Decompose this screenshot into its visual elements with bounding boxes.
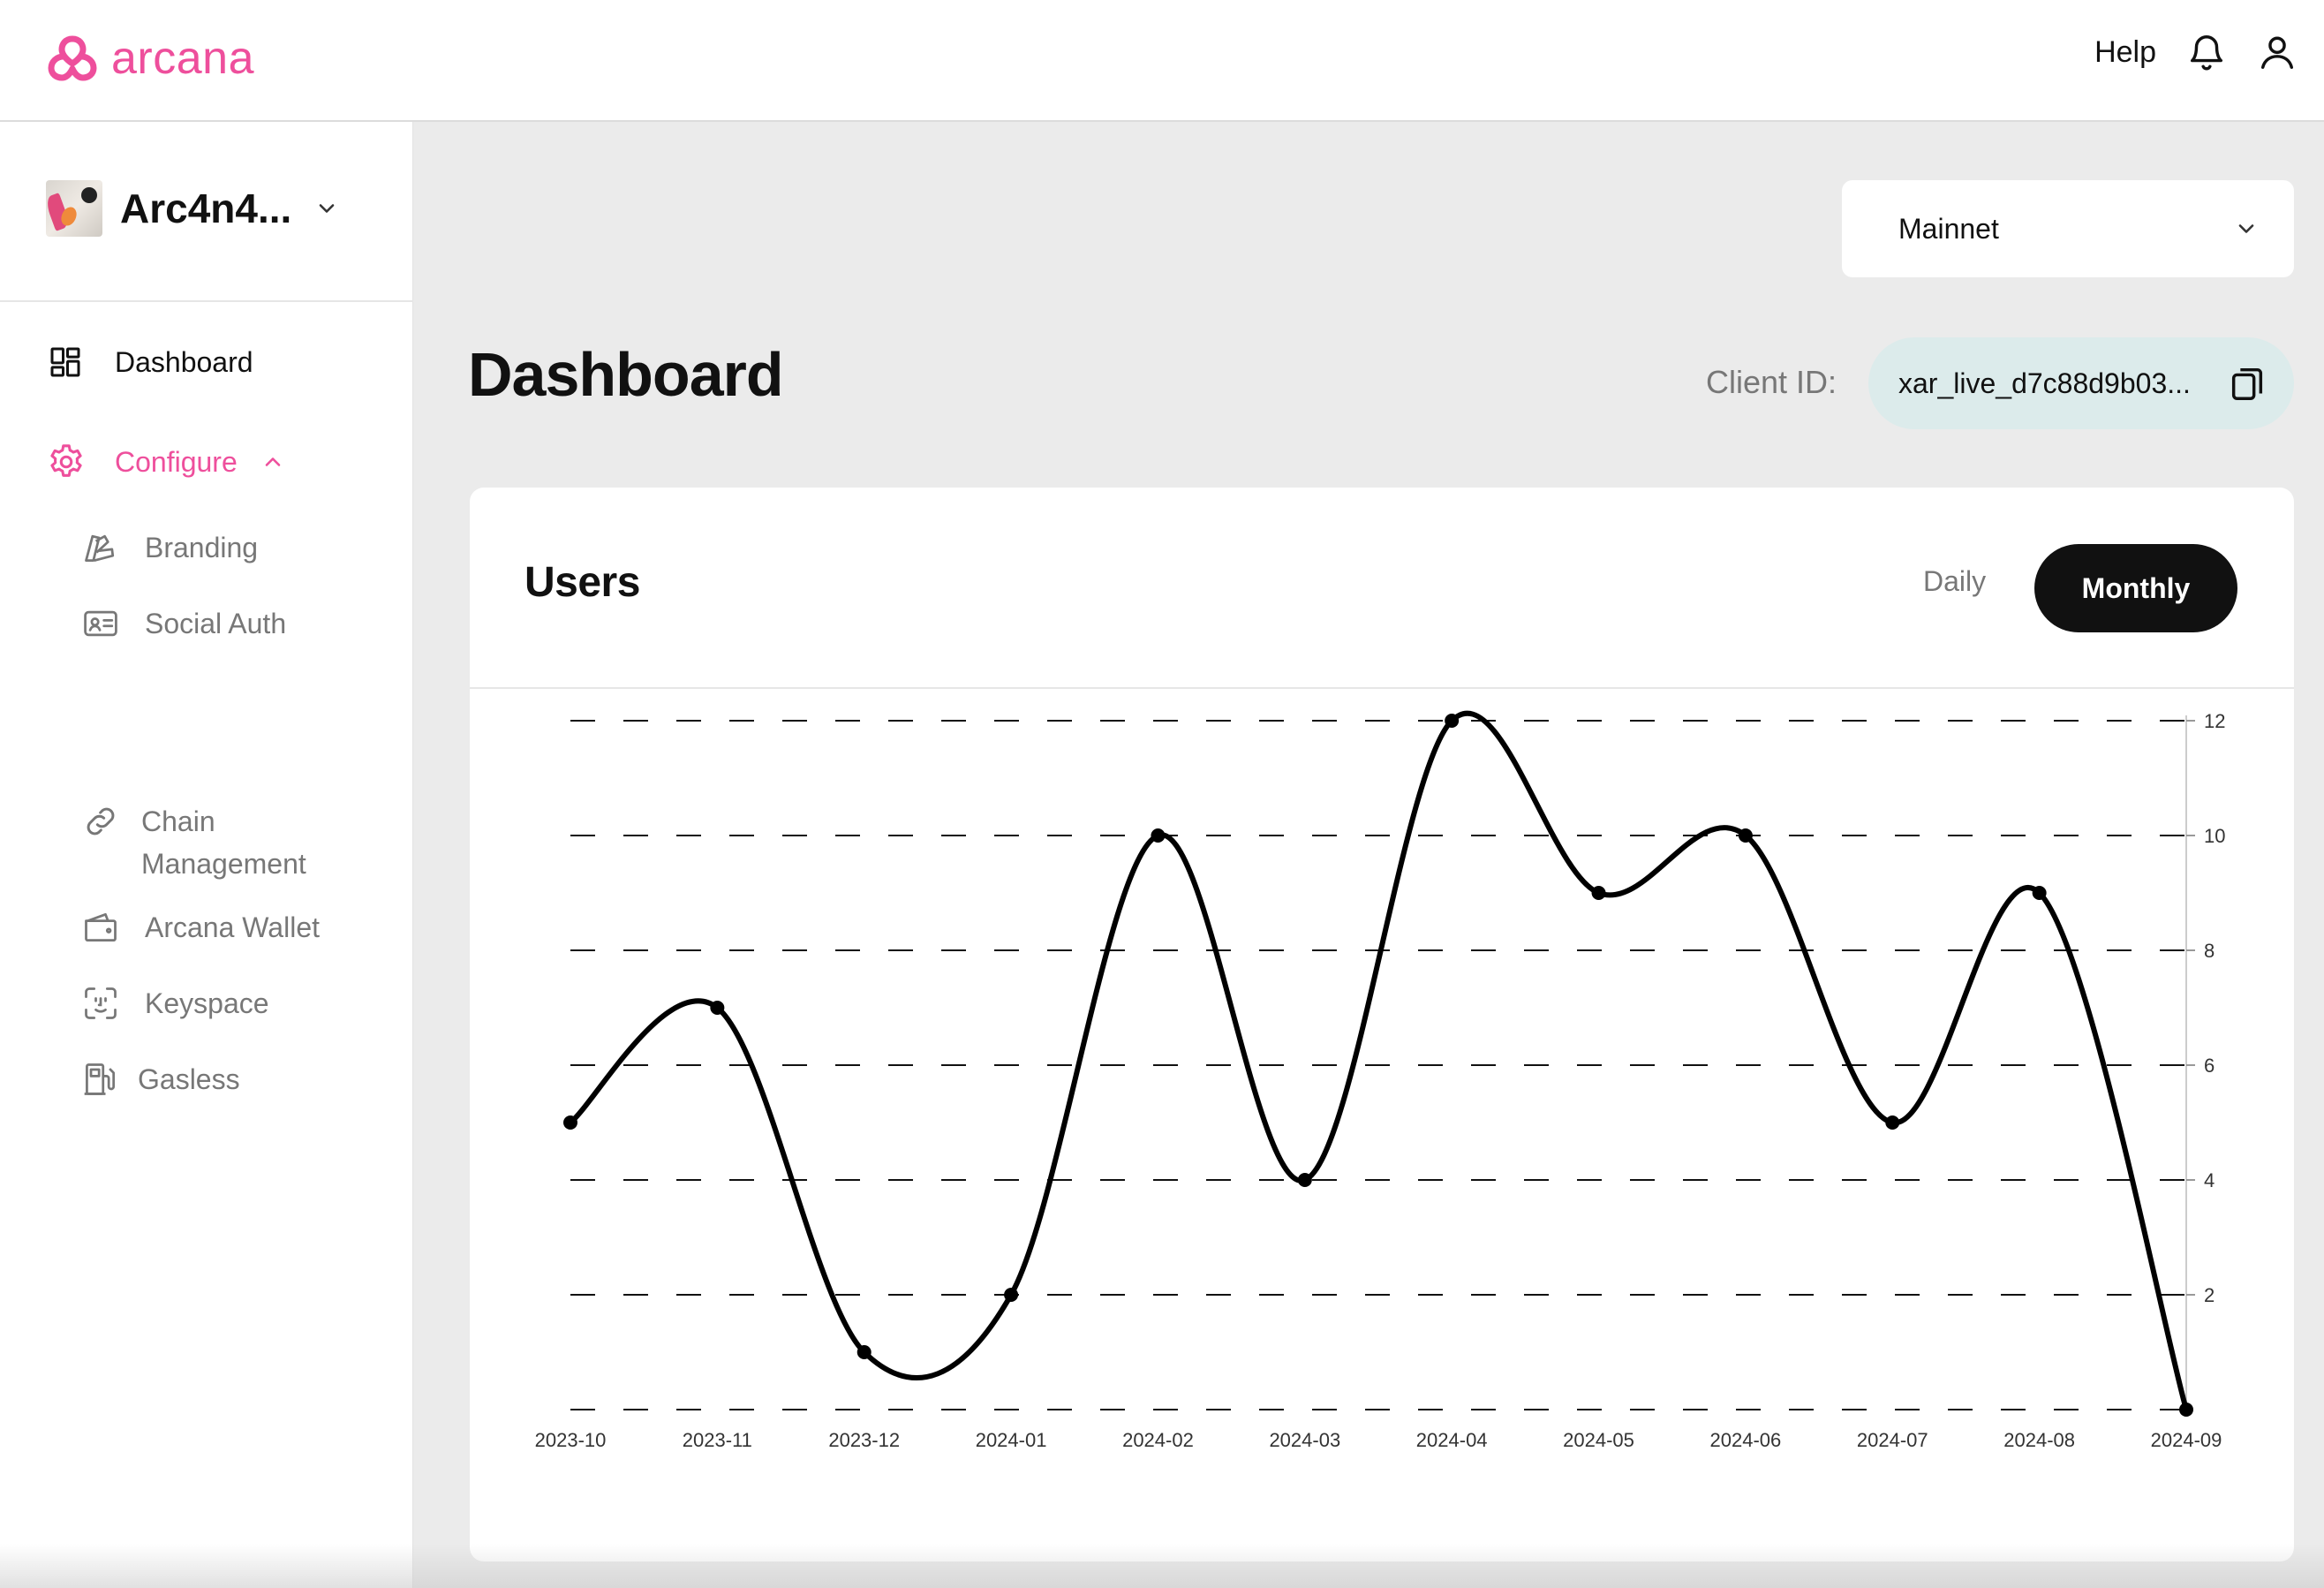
chain-label-line2: Management	[141, 848, 306, 880]
fuel-pump-icon	[84, 1063, 116, 1095]
app-switcher[interactable]: Arc4n4...	[46, 180, 339, 237]
sidebar-item-chain-management[interactable]: Chain Management	[81, 800, 306, 885]
arcana-logo-icon	[48, 35, 97, 81]
sidebar-item-label: Keyspace	[145, 987, 269, 1019]
sidebar-item-label: Gasless	[138, 1063, 240, 1095]
sidebar-item-configure[interactable]: Configure	[46, 442, 285, 482]
y-tick-label: 10	[2204, 825, 2225, 847]
data-point	[1885, 1115, 1900, 1130]
link-icon	[87, 807, 115, 836]
y-tick-label: 6	[2204, 1055, 2215, 1077]
y-tick-label: 12	[2204, 710, 2225, 732]
x-tick-label: 2024-07	[1857, 1429, 1928, 1451]
sidebar-item-arcana-wallet[interactable]: Arcana Wallet	[81, 906, 320, 949]
sidebar-item-label: Arcana Wallet	[145, 911, 320, 943]
help-link[interactable]: Help	[2094, 34, 2156, 69]
users-card-header: Users Daily Monthly	[470, 488, 2294, 689]
client-id-label: Client ID:	[1706, 364, 1837, 400]
sidebar-divider	[0, 300, 413, 302]
x-tick-label: 2024-09	[2151, 1429, 2222, 1451]
data-point	[563, 1115, 577, 1130]
x-tick-label: 2023-12	[828, 1429, 900, 1451]
data-point	[2179, 1403, 2193, 1417]
sidebar-item-label: Branding	[145, 532, 259, 563]
page-title: Dashboard	[468, 340, 784, 409]
arcana-logo[interactable]: arcana	[44, 32, 254, 85]
sidebar-item-label: Social Auth	[145, 608, 287, 639]
sidebar-item-branding[interactable]: Branding	[81, 526, 258, 569]
gear-icon	[50, 444, 82, 477]
face-scan-icon	[85, 987, 117, 1019]
chevron-down-icon	[320, 204, 335, 213]
top-bar: arcana Help	[0, 0, 2324, 122]
copy-icon[interactable]	[2227, 363, 2267, 404]
app-name: Arc4n4...	[120, 185, 292, 231]
brand-name: arcana	[111, 33, 254, 84]
x-tick-label: 2024-01	[976, 1429, 1047, 1451]
chain-label-line1: Chain	[141, 805, 215, 837]
data-point	[856, 1345, 872, 1359]
sidebar-item-social-auth[interactable]: Social Auth	[81, 602, 286, 645]
branding-icon	[85, 534, 115, 563]
x-tick-label: 2024-04	[1416, 1429, 1488, 1451]
client-id-pill: xar_live_d7c88d9b03...	[1868, 337, 2294, 429]
sidebar-item-gasless[interactable]: Gasless	[81, 1058, 240, 1100]
users-card: Users Daily Monthly 2 4 6 8 10 12 2023-10 2023-…	[470, 488, 2294, 1562]
x-tick-label: 2023-11	[683, 1429, 752, 1451]
network-select[interactable]: Mainnet	[1842, 180, 2294, 277]
sidebar-item-dashboard[interactable]: Dashboard	[48, 344, 253, 380]
sidebar-item-label: Chain Management	[141, 800, 306, 885]
x-tick-label: 2024-05	[1563, 1429, 1634, 1451]
data-point	[1297, 1173, 1312, 1187]
data-point	[710, 1001, 725, 1015]
data-point	[1738, 828, 1753, 843]
app-avatar	[46, 180, 102, 237]
x-tick-label: 2024-02	[1122, 1429, 1194, 1451]
data-point	[1004, 1288, 1019, 1302]
y-tick-label: 8	[2204, 940, 2215, 962]
chevron-up-icon	[265, 457, 281, 466]
x-tick-label: 2023-10	[535, 1429, 607, 1451]
users-line-chart: 2 4 6 8 10 12 2023-10 2023-11 2023-12 2024-01 2024…	[535, 710, 2226, 1451]
data-point	[2032, 886, 2047, 900]
sidebar-item-label: Configure	[115, 445, 238, 478]
series-line	[568, 710, 2189, 1412]
chevron-down-icon	[2238, 224, 2254, 233]
y-tick-label: 4	[2204, 1169, 2215, 1191]
toggle-monthly[interactable]: Monthly	[2034, 544, 2237, 632]
dashboard-grid-icon	[50, 347, 80, 377]
id-card-icon	[84, 610, 117, 637]
client-id-value: xar_live_d7c88d9b03...	[1898, 367, 2191, 399]
x-tick-label: 2024-03	[1269, 1429, 1340, 1451]
sidebar-item-label: Dashboard	[115, 345, 253, 378]
y-tick-label: 2	[2204, 1284, 2215, 1306]
wallet-icon	[85, 912, 117, 942]
bell-icon[interactable]	[2186, 32, 2227, 72]
toggle-daily[interactable]: Daily	[1923, 565, 1987, 597]
network-select-value: Mainnet	[1898, 212, 1999, 245]
users-card-title: Users	[524, 559, 640, 606]
x-tick-label: 2024-08	[2003, 1429, 2075, 1451]
x-tick-label: 2024-06	[1710, 1429, 1782, 1451]
user-icon[interactable]	[2257, 32, 2298, 72]
data-point	[1445, 714, 1460, 728]
data-point	[1151, 828, 1166, 843]
data-point	[1591, 886, 1606, 900]
sidebar: Arc4n4... Dashboard Configure Branding	[0, 122, 413, 1588]
sidebar-item-keyspace[interactable]: Keyspace	[81, 982, 269, 1025]
